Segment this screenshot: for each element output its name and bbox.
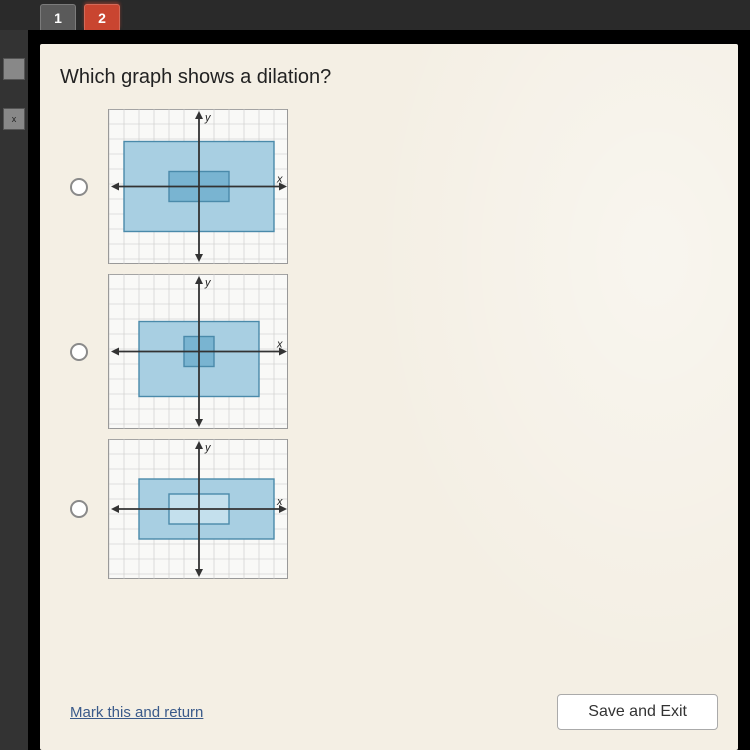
- top-nav-bar: 1 2: [0, 0, 750, 30]
- nav-item-2[interactable]: 2: [84, 4, 120, 30]
- graph-option-3: yx: [108, 439, 288, 579]
- save-exit-button[interactable]: Save and Exit: [557, 694, 718, 730]
- svg-text:x: x: [276, 496, 283, 508]
- svg-text:x: x: [276, 174, 283, 186]
- mark-return-link[interactable]: Mark this and return: [70, 704, 203, 721]
- options-list: yx yx yx: [70, 109, 718, 579]
- radio-option-2[interactable]: [70, 343, 88, 361]
- svg-text:y: y: [204, 442, 212, 454]
- graph-option-2: yx: [108, 274, 288, 429]
- question-text: Which graph shows a dilation?: [60, 66, 718, 89]
- option-3[interactable]: yx: [70, 439, 718, 579]
- radio-option-3[interactable]: [70, 500, 88, 518]
- left-sidebar: x: [0, 30, 28, 750]
- graph-option-1: yx: [108, 109, 288, 264]
- sidebar-tool-icon-1[interactable]: [3, 58, 25, 80]
- svg-text:x: x: [276, 339, 283, 351]
- content-screen: Which graph shows a dilation? yx yx yx M…: [40, 44, 738, 750]
- monitor-frame: Which graph shows a dilation? yx yx yx M…: [28, 30, 750, 750]
- radio-option-1[interactable]: [70, 178, 88, 196]
- nav-item-1[interactable]: 1: [40, 4, 76, 30]
- svg-text:y: y: [204, 277, 212, 289]
- option-1[interactable]: yx: [70, 109, 718, 264]
- svg-text:y: y: [204, 112, 212, 124]
- option-2[interactable]: yx: [70, 274, 718, 429]
- sidebar-tool-icon-2[interactable]: x: [3, 108, 25, 130]
- footer-row: Mark this and return Save and Exit: [70, 694, 718, 730]
